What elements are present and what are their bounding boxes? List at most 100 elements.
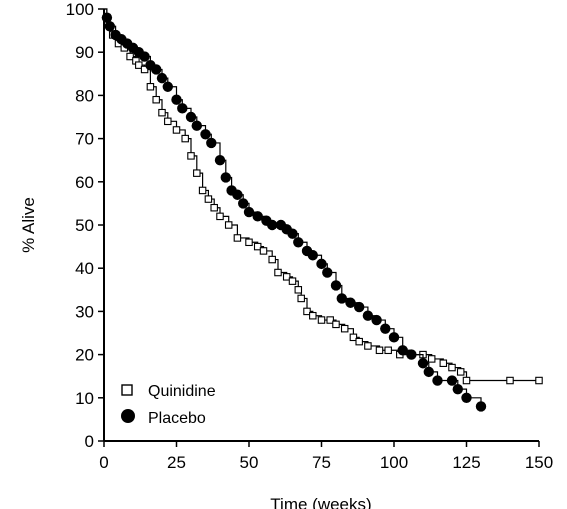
point-quinidine — [384, 346, 392, 355]
y-axis-label: % Alive — [19, 197, 38, 253]
point-placebo — [380, 323, 391, 334]
series — [101, 8, 543, 412]
point-placebo — [156, 72, 168, 84]
point-placebo — [371, 314, 382, 326]
point-placebo — [151, 64, 162, 75]
point-placebo — [452, 383, 463, 395]
x-tick-label-125: 125 — [452, 453, 480, 472]
point-placebo — [423, 366, 434, 378]
point-quinidine — [146, 83, 155, 91]
y-tick-label-100: 100 — [66, 0, 94, 19]
point-quinidine — [375, 346, 384, 355]
point-placebo — [243, 206, 255, 218]
point-placebo — [330, 280, 342, 291]
point-placebo — [232, 189, 243, 200]
point-placebo — [252, 211, 263, 222]
point-quinidine — [349, 333, 358, 342]
point-placebo — [220, 172, 231, 183]
point-quinidine — [193, 169, 201, 177]
point-quinidine — [135, 61, 143, 69]
point-placebo — [191, 120, 202, 131]
point-quinidine — [340, 324, 349, 333]
point-placebo — [139, 51, 150, 62]
point-placebo — [101, 12, 113, 23]
y-tick-label-40: 40 — [75, 259, 94, 278]
point-quinidine — [126, 52, 134, 61]
x-tick-label-150: 150 — [525, 453, 553, 472]
y-tick-label-20: 20 — [75, 346, 94, 365]
point-quinidine — [364, 342, 372, 350]
point-placebo — [200, 129, 211, 140]
point-quinidine — [294, 286, 303, 294]
point-placebo — [171, 94, 182, 105]
y-tick-label-50: 50 — [75, 216, 94, 235]
point-quinidine — [181, 134, 189, 143]
x-tick-label-25: 25 — [167, 453, 186, 472]
point-placebo — [307, 250, 318, 261]
point-quinidine — [158, 108, 166, 117]
point-quinidine — [259, 247, 268, 255]
point-placebo — [362, 310, 374, 321]
point-quinidine — [187, 152, 195, 160]
point-quinidine — [288, 277, 297, 285]
series-quinidine — [103, 8, 543, 385]
point-placebo — [432, 375, 443, 386]
point-quinidine — [303, 307, 311, 316]
y-tick-label-10: 10 — [75, 389, 94, 408]
point-placebo — [446, 375, 458, 386]
point-quinidine — [204, 195, 213, 203]
x-tick-label-75: 75 — [312, 453, 331, 472]
x-tick-label-50: 50 — [240, 453, 259, 472]
point-quinidine — [326, 316, 334, 324]
point-placebo — [287, 228, 298, 239]
point-quinidine — [172, 126, 181, 134]
x-tick-label-0: 0 — [99, 453, 108, 472]
point-quinidine — [164, 117, 172, 126]
point-quinidine — [355, 337, 363, 346]
point-placebo — [177, 103, 188, 114]
point-quinidine — [535, 376, 543, 385]
point-quinidine — [245, 238, 253, 247]
y-tick-label-30: 30 — [75, 302, 94, 321]
point-quinidine — [274, 268, 282, 277]
point-placebo — [461, 392, 472, 403]
legend-label-quinidine: Quinidine — [148, 383, 216, 400]
point-quinidine — [210, 203, 218, 212]
point-placebo — [354, 301, 365, 313]
point-placebo — [345, 297, 356, 308]
legend-marker-placebo — [121, 409, 135, 423]
y-tick-label-90: 90 — [75, 43, 94, 62]
y-tick-label-0: 0 — [85, 432, 94, 451]
point-quinidine — [152, 95, 160, 104]
point-quinidine — [297, 294, 305, 303]
point-quinidine — [309, 311, 317, 320]
point-placebo — [185, 111, 197, 123]
point-quinidine — [224, 221, 233, 229]
point-quinidine — [506, 376, 514, 385]
point-placebo — [206, 137, 217, 149]
point-quinidine — [253, 242, 262, 251]
point-placebo — [417, 358, 429, 369]
point-quinidine — [268, 255, 276, 264]
legend-label-placebo: Placebo — [148, 410, 206, 427]
point-placebo — [475, 401, 487, 412]
point-quinidine — [462, 376, 471, 385]
point-placebo — [388, 332, 400, 343]
point-quinidine — [198, 186, 207, 195]
y-tick-label-60: 60 — [75, 173, 94, 192]
point-quinidine — [448, 363, 456, 372]
legend-marker-quinidine — [121, 384, 133, 396]
y-tick-label-80: 80 — [75, 86, 94, 105]
point-placebo — [336, 293, 347, 304]
series-placebo — [101, 8, 487, 412]
point-placebo — [406, 349, 417, 360]
point-quinidine — [233, 234, 242, 242]
point-placebo — [397, 345, 408, 356]
point-quinidine — [427, 355, 436, 363]
legend: Quinidine Placebo — [121, 383, 216, 427]
x-axis-label: Time (weeks) — [270, 495, 371, 509]
y-tick-label-70: 70 — [75, 130, 94, 149]
ticks: 0 10 20 30 40 50 60 70 80 90 100 0 25 50 75 100 125 150 — [66, 0, 554, 472]
point-placebo — [322, 267, 333, 278]
